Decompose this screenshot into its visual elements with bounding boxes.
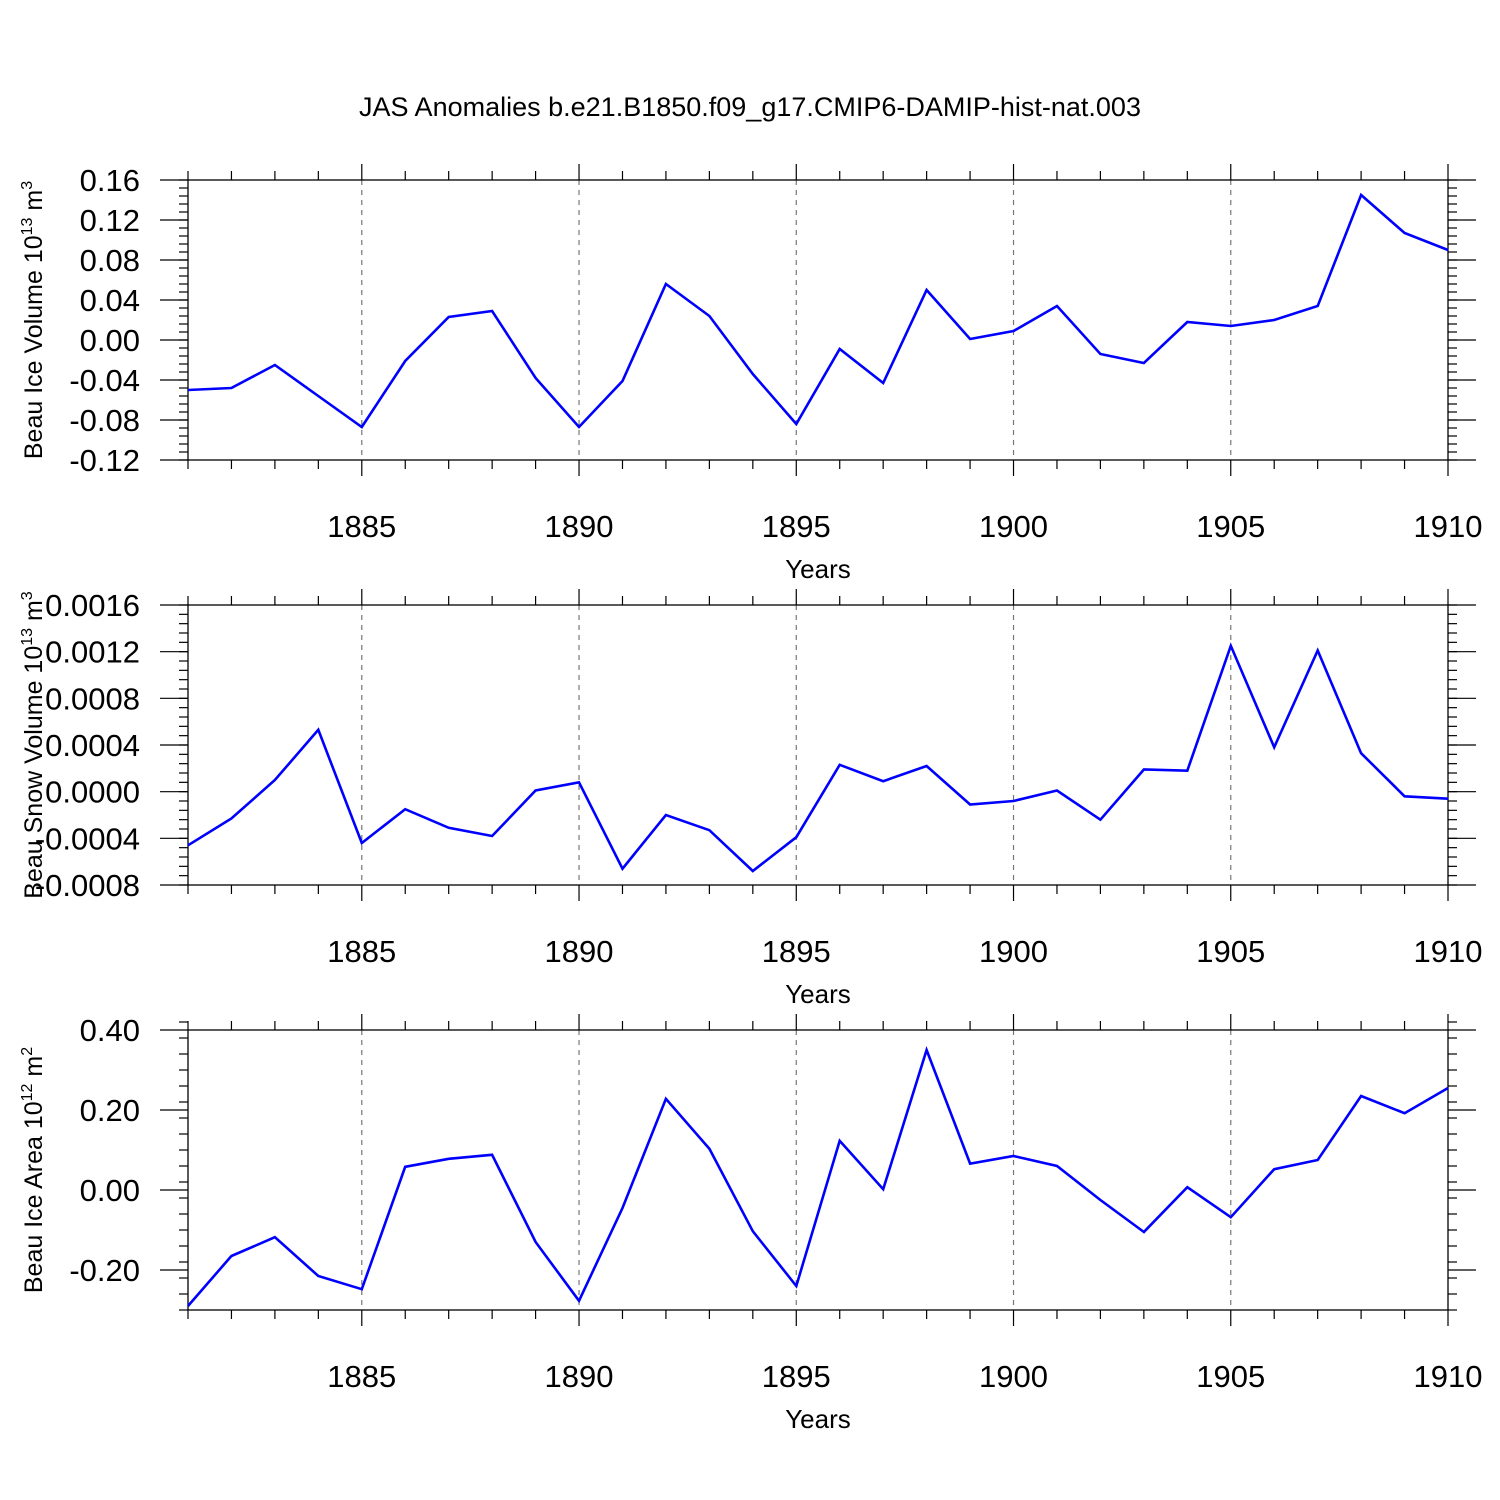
x-tick-label: 1905 bbox=[1196, 1359, 1265, 1394]
y-axis-label-exponent: 13 bbox=[19, 217, 36, 235]
y-axis-label-exponent: 12 bbox=[19, 1083, 36, 1101]
y-tick-label: 0.12 bbox=[80, 203, 140, 238]
x-tick-label: 1905 bbox=[1196, 509, 1265, 544]
y-axis-label: Beau Ice Volume 1013 m3 bbox=[19, 181, 48, 459]
y-tick-label: -0.0008 bbox=[35, 868, 140, 903]
x-axis-label: Years bbox=[785, 554, 851, 584]
y-tick-label: 0.0012 bbox=[45, 635, 140, 670]
y-tick-label: 0.08 bbox=[80, 243, 140, 278]
x-tick-label: 1905 bbox=[1196, 934, 1265, 969]
chart-title: JAS Anomalies b.e21.B1850.f09_g17.CMIP6-… bbox=[359, 92, 1141, 122]
x-tick-label: 1895 bbox=[762, 509, 831, 544]
y-axis-label-exponent: 13 bbox=[19, 628, 36, 646]
y-axis-label-main: Beau Snow Volume 10 bbox=[20, 646, 48, 899]
x-tick-label: 1895 bbox=[762, 934, 831, 969]
y-tick-label: -0.20 bbox=[69, 1253, 140, 1288]
y-axis-label-unit: m bbox=[20, 190, 48, 218]
x-tick-label: 1910 bbox=[1414, 509, 1483, 544]
x-axis-label: Years bbox=[785, 1404, 851, 1434]
series-line-ice-area bbox=[187, 1046, 1449, 1307]
y-axis-label-unit-exponent: 3 bbox=[19, 181, 36, 190]
series-line-ice-volume bbox=[187, 192, 1449, 429]
y-tick-label: 0.0004 bbox=[45, 728, 140, 763]
y-tick-label: 0.04 bbox=[80, 283, 140, 318]
y-axis-label-unit-exponent: 3 bbox=[19, 591, 36, 600]
y-axis-label: Beau Ice Area 1012 m2 bbox=[19, 1047, 48, 1293]
series-line-snow-volume bbox=[187, 642, 1449, 873]
x-axis-label: Years bbox=[785, 979, 851, 1009]
panel-snow-volume: -0.0008 -0.0004 0.0000 0.0004 0.0008 0.0012 0.… bbox=[19, 588, 1482, 1009]
x-tick-label: 1885 bbox=[327, 934, 396, 969]
y-axis-label-unit: m bbox=[20, 1056, 48, 1084]
plot-frame bbox=[187, 179, 1449, 461]
x-tick-label: 1885 bbox=[327, 1359, 396, 1394]
y-tick-label: 0.00 bbox=[80, 1173, 140, 1208]
x-tick-label: 1890 bbox=[545, 934, 614, 969]
y-tick-label: -0.0004 bbox=[35, 821, 140, 856]
y-tick-label: 0.00 bbox=[80, 323, 140, 358]
y-tick-label: 0.20 bbox=[80, 1093, 140, 1128]
x-tick-label: 1885 bbox=[327, 509, 396, 544]
y-axis-label-main: Beau Ice Volume 10 bbox=[20, 235, 48, 459]
x-tick-label: 1900 bbox=[979, 509, 1048, 544]
y-axis-label: Beau Snow Volume 1013 m3 bbox=[19, 591, 48, 899]
y-tick-label: -0.04 bbox=[69, 363, 140, 398]
panel-ice-area: -0.20 0.00 0.20 0.40 1885 1890 1895 1900 1905 191… bbox=[19, 1013, 1482, 1434]
y-tick-label: -0.08 bbox=[69, 403, 140, 438]
y-axis-label-main: Beau Ice Area 10 bbox=[20, 1101, 48, 1293]
y-tick-label: 0.0008 bbox=[45, 681, 140, 716]
y-tick-label: 0.16 bbox=[80, 163, 140, 198]
x-tick-label: 1900 bbox=[979, 934, 1048, 969]
y-tick-label: 0.0000 bbox=[45, 775, 140, 810]
y-tick-label: -0.12 bbox=[69, 443, 140, 478]
y-tick-label: 0.0016 bbox=[45, 588, 140, 623]
panel-ice-volume: -0.12 -0.08 -0.04 0.00 0.04 0.08 0.12 0.16 1885 1… bbox=[19, 163, 1482, 584]
y-tick-label: 0.40 bbox=[80, 1013, 140, 1048]
x-tick-label: 1910 bbox=[1414, 1359, 1483, 1394]
plot-frame bbox=[187, 604, 1449, 886]
x-tick-label: 1900 bbox=[979, 1359, 1048, 1394]
x-tick-label: 1895 bbox=[762, 1359, 831, 1394]
y-axis-label-unit: m bbox=[20, 600, 48, 628]
x-tick-label: 1910 bbox=[1414, 934, 1483, 969]
x-tick-label: 1890 bbox=[545, 1359, 614, 1394]
y-axis-label-unit-exponent: 2 bbox=[19, 1047, 36, 1056]
x-tick-label: 1890 bbox=[545, 509, 614, 544]
plot-frame bbox=[187, 1029, 1449, 1311]
